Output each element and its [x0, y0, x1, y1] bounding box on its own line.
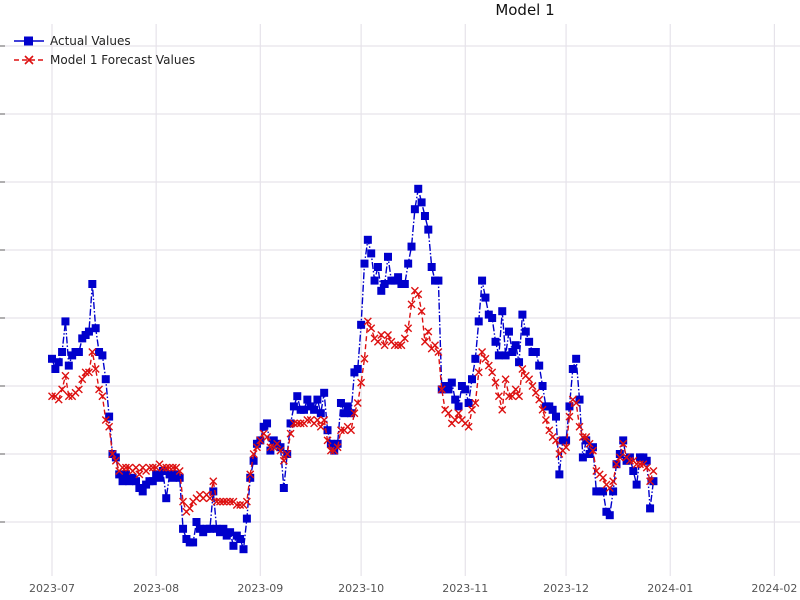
series-forecast-values: [48, 286, 658, 516]
y-axis-ticks: [0, 45, 5, 523]
x-tick-label: 2024-02: [751, 582, 798, 595]
legend-label-forecast: Model 1 Forecast Values: [50, 52, 196, 67]
legend-label-actual: Actual Values: [50, 33, 131, 48]
x-tick-label: 2023-10: [338, 582, 385, 595]
x-tick-label: 2023-08: [133, 582, 180, 595]
x-tick-label: 2023-09: [237, 582, 284, 595]
legend-swatch-x-marker-icon: [14, 54, 44, 65]
series-layer: [48, 184, 658, 554]
x-tick-label: 2023-11: [442, 582, 489, 595]
legend-swatch-square-marker-icon: [14, 36, 44, 45]
x-tick-label: 2024-01: [647, 582, 694, 595]
legend-item-actual: Actual Values: [12, 31, 195, 50]
grid-lines: [0, 24, 800, 576]
legend-item-forecast: Model 1 Forecast Values: [12, 50, 195, 69]
legend: Actual Values Model 1 Forecast Values: [12, 31, 195, 69]
x-tick-label: 2023-12: [543, 582, 590, 595]
chart-title: Model 1: [495, 1, 555, 19]
x-tick-label: 2023-07: [29, 582, 75, 595]
